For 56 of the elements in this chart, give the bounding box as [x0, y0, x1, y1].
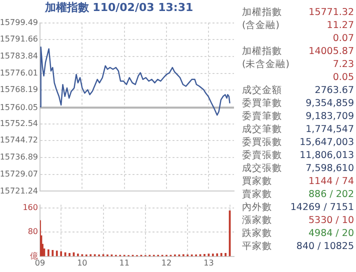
- y-tick-label: 15776.01: [0, 68, 38, 78]
- category-label: 平家數: [242, 240, 272, 253]
- y-tick-label: 15729.07: [0, 169, 38, 178]
- category-label: 買家數: [242, 175, 272, 188]
- text: 4984 / 20: [308, 228, 354, 239]
- category-label: 委賣張數: [242, 149, 282, 162]
- y-tick-label: 15752.54: [0, 118, 38, 128]
- category-label: 委買筆數: [242, 97, 282, 110]
- category-label: (未含金融): [242, 58, 290, 71]
- y-tick-label: 15791.66: [0, 34, 38, 44]
- text: 886 / 202: [308, 189, 354, 200]
- y-tick-label: 80: [28, 227, 38, 236]
- category-label: 跌家數: [242, 227, 272, 240]
- x-tick-label: 11: [119, 258, 130, 268]
- category-label: 委賣筆數: [242, 110, 282, 123]
- text: 9,183,709: [306, 111, 354, 122]
- text: 0.07: [332, 33, 354, 44]
- text: 7,598,610: [306, 163, 354, 174]
- text: 840 / 10825: [296, 241, 354, 252]
- category-label: 委買張數: [242, 136, 282, 149]
- y-tick-label: 15744.72: [0, 136, 38, 145]
- text: 5330 / 10: [308, 215, 354, 226]
- text: 11.27: [326, 20, 354, 31]
- y-tick-label: 15799.49: [0, 18, 38, 27]
- y-tick-label: 億: [30, 251, 38, 260]
- y-tick-label: 15783.84: [0, 52, 38, 61]
- category-label: 成交張數: [242, 162, 282, 175]
- chart-title: 加權指數 110/02/03 13:31: [44, 0, 194, 16]
- category-label: (含金融): [242, 19, 280, 32]
- text: 11,806,013: [300, 150, 354, 161]
- text: 2763.67: [314, 85, 354, 96]
- text: 15,647,003: [300, 137, 354, 148]
- text: 14005.87: [308, 46, 354, 57]
- y-tick-label: 15736.89: [0, 152, 38, 162]
- y-tick-label: 15768.19: [0, 85, 38, 94]
- text: 7.23: [332, 59, 354, 70]
- category-label: 賣家數: [242, 188, 272, 201]
- x-tick-label: 09: [34, 258, 46, 268]
- category-label: 成交筆數: [242, 123, 282, 136]
- text: 9,354,859: [306, 98, 354, 109]
- text: 14269 / 7151: [290, 202, 354, 213]
- text: 1144 / 74: [308, 176, 354, 187]
- category-label: 漲家數: [242, 214, 272, 227]
- category-label: 內外數: [242, 201, 272, 214]
- text: 15771.32: [308, 7, 354, 18]
- x-tick-label: 10: [77, 258, 88, 268]
- category-label: 加權指數: [242, 6, 282, 19]
- text: 1,774,547: [306, 124, 354, 135]
- x-tick-label: 13: [204, 258, 214, 268]
- y-tick-label: 15721.24: [0, 186, 38, 196]
- y-tick-label: 15760.05: [0, 102, 38, 112]
- category-label: 加權指數: [242, 45, 282, 58]
- x-tick-label: 12: [161, 258, 172, 268]
- text: 0.05: [332, 72, 354, 83]
- y-tick-label: 160: [22, 202, 38, 212]
- category-label: 成交金額: [242, 84, 282, 97]
